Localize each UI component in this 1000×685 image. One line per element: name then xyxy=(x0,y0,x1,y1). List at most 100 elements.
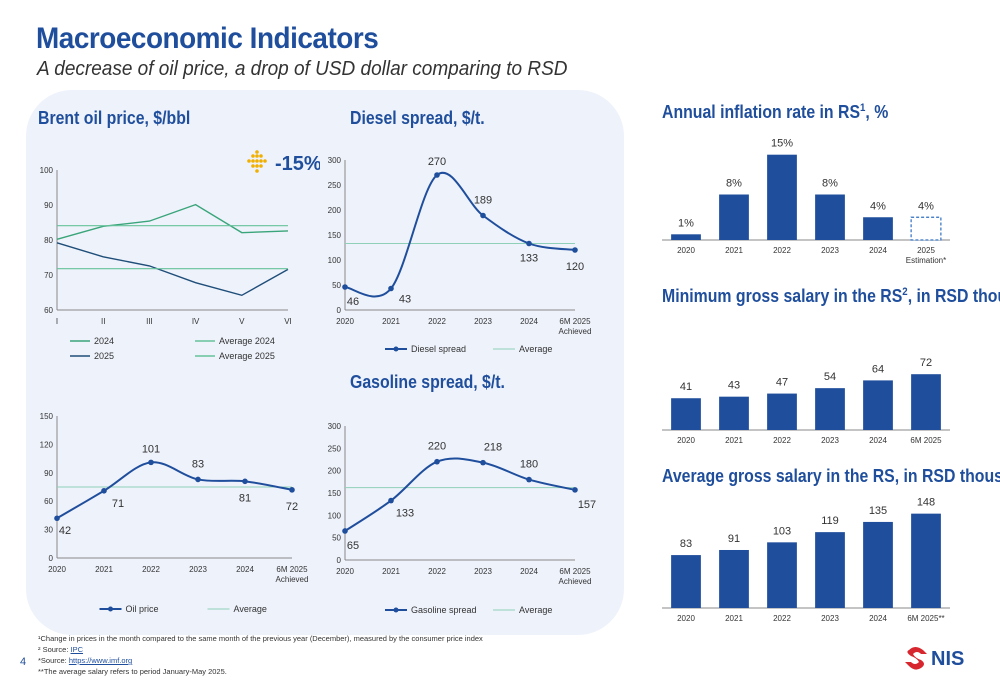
x-tick-label: 2022 xyxy=(428,317,446,326)
page-subtitle: A decrease of oil price, a drop of USD d… xyxy=(37,58,568,80)
x-tick-label: IV xyxy=(192,317,200,326)
ipc-link[interactable]: IPC xyxy=(70,645,84,654)
min-salary-section-title: Minimum gross salary in the RS2, in RSD … xyxy=(662,286,1000,306)
bar xyxy=(671,398,701,430)
x-tick-label: 2020 xyxy=(336,317,354,326)
data-label: 43 xyxy=(728,380,740,392)
x-tick-label: 2021 xyxy=(382,317,400,326)
x-tick-label: 2023 xyxy=(821,436,839,445)
x-tick-label: 6M 2025 xyxy=(910,436,942,445)
decline-badge: -15% xyxy=(247,150,320,175)
left-panel-background xyxy=(26,90,624,635)
brent-section-title: Brent oil price, $/bbl xyxy=(38,108,191,128)
data-point xyxy=(434,458,440,465)
bar xyxy=(767,154,797,240)
avg-salary-chart: 83 2020 91 2021 103 2022 119 2023 135 2024 148 6M 2… xyxy=(662,497,950,623)
y-tick-label: 50 xyxy=(332,534,341,543)
data-point xyxy=(388,285,394,292)
x-tick-label: 2021 xyxy=(725,246,743,255)
x-tick-label: 2021 xyxy=(725,614,743,623)
series-line-2024 xyxy=(56,203,289,240)
legend-marker xyxy=(393,346,399,352)
data-point xyxy=(480,212,486,219)
y-tick-label: 250 xyxy=(328,181,342,190)
data-label: 8% xyxy=(822,178,838,190)
legend-label: Average 2024 xyxy=(219,336,275,346)
x-tick-label: Achieved xyxy=(559,327,592,336)
data-label: 91 xyxy=(728,533,740,545)
y-tick-label: 200 xyxy=(328,206,342,215)
legend-label: Average xyxy=(519,605,552,615)
legend-label: 2024 xyxy=(94,336,114,346)
data-label: 83 xyxy=(192,458,204,470)
y-tick-label: 120 xyxy=(40,440,54,449)
x-tick-label: VI xyxy=(284,317,292,326)
oil-price-chart: 0 30 60 90 120 150 2020 2021 2022 2023 2024 6M 2025… xyxy=(40,412,309,614)
diesel-section-title: Diesel spread, $/t. xyxy=(350,108,485,128)
decline-badge-text: -15% xyxy=(275,153,320,175)
x-tick-label: II xyxy=(101,317,105,326)
x-tick-label: 2020 xyxy=(677,614,695,623)
x-tick-label: 2024 xyxy=(520,317,538,326)
x-tick-label: 2024 xyxy=(869,436,887,445)
data-label: 54 xyxy=(824,371,836,383)
imf-link[interactable]: https://www.imf.org xyxy=(68,656,133,665)
data-label: 1% xyxy=(678,217,694,229)
data-point xyxy=(526,476,532,483)
x-tick-label: III xyxy=(146,317,153,326)
data-point xyxy=(526,240,532,247)
x-tick-label: 2023 xyxy=(189,565,207,574)
series-line-2025 xyxy=(56,242,289,297)
gasoline-section-title: Gasoline spread, $/t. xyxy=(350,372,505,392)
series-line xyxy=(344,457,576,532)
footnote-1: ¹Change in prices in the month compared … xyxy=(38,634,483,643)
bar xyxy=(911,374,941,430)
y-tick-label: 100 xyxy=(328,256,342,265)
y-tick-label: 200 xyxy=(328,467,342,476)
nis-logo-icon xyxy=(905,647,927,670)
nis-logo: NIS xyxy=(905,647,964,670)
data-point xyxy=(101,487,107,494)
y-tick-label: 70 xyxy=(44,271,53,280)
x-tick-label: 6M 2025 xyxy=(559,317,591,326)
bar xyxy=(719,549,749,608)
x-tick-label: 2023 xyxy=(821,614,839,623)
bar xyxy=(815,532,845,608)
x-tick-label: 2021 xyxy=(95,565,113,574)
data-point xyxy=(342,528,348,534)
data-label: 189 xyxy=(474,195,492,207)
data-label: 133 xyxy=(520,253,538,265)
bar xyxy=(863,217,893,240)
y-tick-label: 60 xyxy=(44,306,53,315)
y-tick-label: 90 xyxy=(44,201,53,210)
y-tick-label: 150 xyxy=(40,412,54,421)
x-tick-label: 2023 xyxy=(474,567,492,576)
page-number: 4 xyxy=(20,656,27,668)
data-label: 47 xyxy=(776,377,788,389)
y-tick-label: 300 xyxy=(328,156,342,165)
x-tick-label: 2020 xyxy=(677,246,695,255)
x-tick-label: 2020 xyxy=(677,436,695,445)
x-tick-label: 6M 2025 xyxy=(559,567,591,576)
x-tick-label: 2022 xyxy=(773,614,791,623)
data-label: 270 xyxy=(428,156,446,168)
x-tick-label: Estimation* xyxy=(906,256,946,265)
data-label: 81 xyxy=(239,492,251,504)
data-point xyxy=(195,476,201,483)
data-point xyxy=(342,284,348,290)
data-point xyxy=(242,478,248,485)
y-tick-label: 60 xyxy=(44,497,53,506)
data-point xyxy=(480,459,486,466)
x-tick-label: 2022 xyxy=(142,565,160,574)
y-tick-label: 100 xyxy=(40,166,54,175)
bar xyxy=(671,234,701,240)
data-label: 220 xyxy=(428,441,446,453)
x-tick-label: 2020 xyxy=(48,565,66,574)
y-tick-label: 150 xyxy=(328,231,342,240)
data-label: 4% xyxy=(918,200,934,212)
x-tick-label: 2023 xyxy=(474,317,492,326)
x-tick-label: 2025 xyxy=(917,246,935,255)
diesel-chart: 0 50 100 150 200 250 300 2020 2021 2022 2023 2024 6M… xyxy=(328,156,592,354)
data-label: 64 xyxy=(872,363,884,375)
data-point xyxy=(434,172,440,178)
